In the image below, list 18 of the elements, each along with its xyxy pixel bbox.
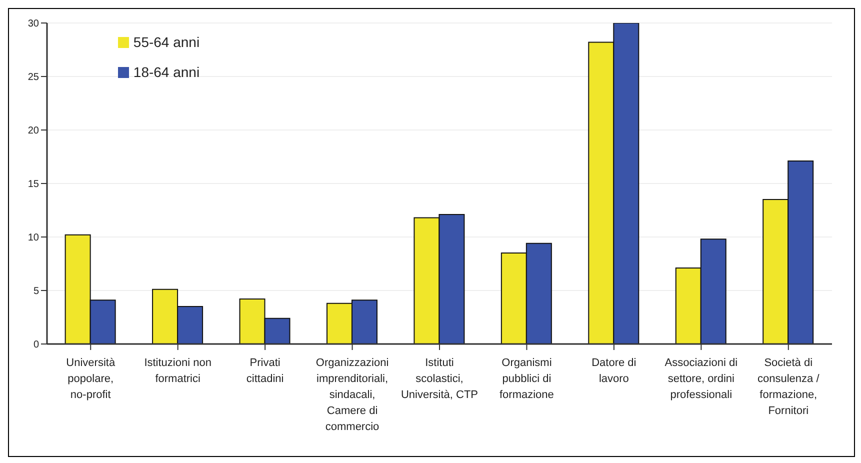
y-tick-label: 5 (33, 286, 40, 298)
y-tick-label: 30 (28, 18, 40, 30)
x-tick-label: Privati cittadini (246, 357, 284, 385)
y-tick-label: 0 (33, 340, 40, 351)
legend-label: 18-64 anni (133, 64, 200, 80)
x-tick-label: Istituzioni non formatrici (144, 357, 212, 385)
x-tick-label: Istituti scolastici, Università, CTP (400, 357, 478, 401)
x-tick-label: Università popolare, no-profit (66, 357, 116, 401)
x-tick-label: Società di consulenza / formazione, Fornitori (758, 357, 820, 417)
x-tick-label: Organizzazioni imprenditoriali, sindacali, Camere di commercio (316, 357, 389, 433)
legend-label: 55-64 anni (133, 34, 200, 50)
x-tick-label: Organismi pubblici di formazione (500, 357, 554, 401)
y-tick-label: 15 (28, 179, 40, 190)
x-tick-label: Associazioni di settore, ordini professionali (664, 357, 738, 401)
y-tick-label: 10 (28, 232, 40, 244)
y-tick-label: 20 (28, 126, 40, 137)
x-tick-label: Datore di lavoro (592, 357, 636, 385)
y-tick-label: 25 (28, 72, 40, 84)
